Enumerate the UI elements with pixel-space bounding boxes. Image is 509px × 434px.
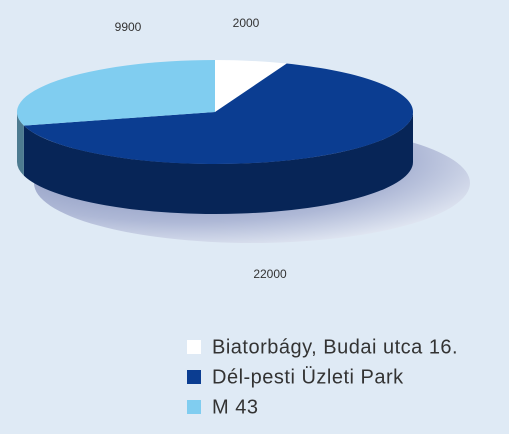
- legend-label: M 43: [212, 396, 258, 418]
- pie-slice: [16, 59, 216, 126]
- pie-slice: [23, 63, 413, 164]
- legend-swatch: [187, 340, 201, 354]
- pie-side: [17, 112, 24, 176]
- legend-label: Biatorbágy, Budai utca 16.: [212, 336, 458, 358]
- pie-slice: [215, 60, 287, 112]
- legend-label: Dél-pesti Üzleti Park: [212, 366, 404, 388]
- legend-swatch: [187, 400, 201, 414]
- pie-side: [23, 112, 413, 215]
- value-label: 2000: [233, 16, 260, 30]
- value-label: 9900: [115, 20, 142, 34]
- value-label: 22000: [253, 267, 287, 281]
- legend-swatch: [187, 370, 201, 384]
